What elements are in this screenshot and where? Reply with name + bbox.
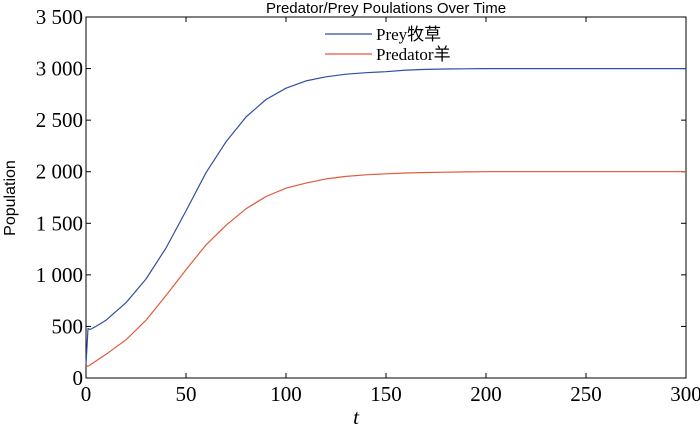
y-tick-label: 1 500 — [36, 211, 83, 235]
x-tick-label: 150 — [370, 382, 402, 406]
y-axis-label: Population — [2, 160, 19, 236]
y-tick-label: 500 — [52, 314, 84, 338]
plot-area — [85, 16, 687, 379]
x-tick-label: 100 — [270, 382, 302, 406]
y-tick-label: 3 500 — [36, 5, 83, 29]
series-line-prey — [85, 67, 686, 365]
y-tick-label: 2 500 — [36, 108, 83, 132]
axis-ticks: 0 50 100 150 200 250 300 0 500 1 000 1 500 2 000 2 5… — [36, 5, 700, 406]
y-tick-label: 0 — [73, 366, 84, 390]
chart-title: Predator/Prey Poulations Over Time — [266, 0, 506, 17]
x-tick-label: 0 — [81, 382, 92, 406]
series-lines — [85, 67, 686, 368]
y-tick-label: 2 000 — [36, 160, 83, 184]
x-tick-label: 300 — [670, 382, 700, 406]
x-tick-label: 50 — [176, 382, 197, 406]
series-line-predator — [85, 171, 686, 368]
y-tick-label: 3 000 — [36, 57, 83, 81]
legend-label: Predator羊 — [376, 45, 451, 64]
x-axis-label: t — [353, 405, 360, 427]
legend-label: Prey牧草 — [376, 25, 441, 44]
x-tick-label: 200 — [470, 382, 502, 406]
y-tick-label: 1 000 — [36, 263, 83, 287]
x-tick-label: 250 — [570, 382, 602, 406]
